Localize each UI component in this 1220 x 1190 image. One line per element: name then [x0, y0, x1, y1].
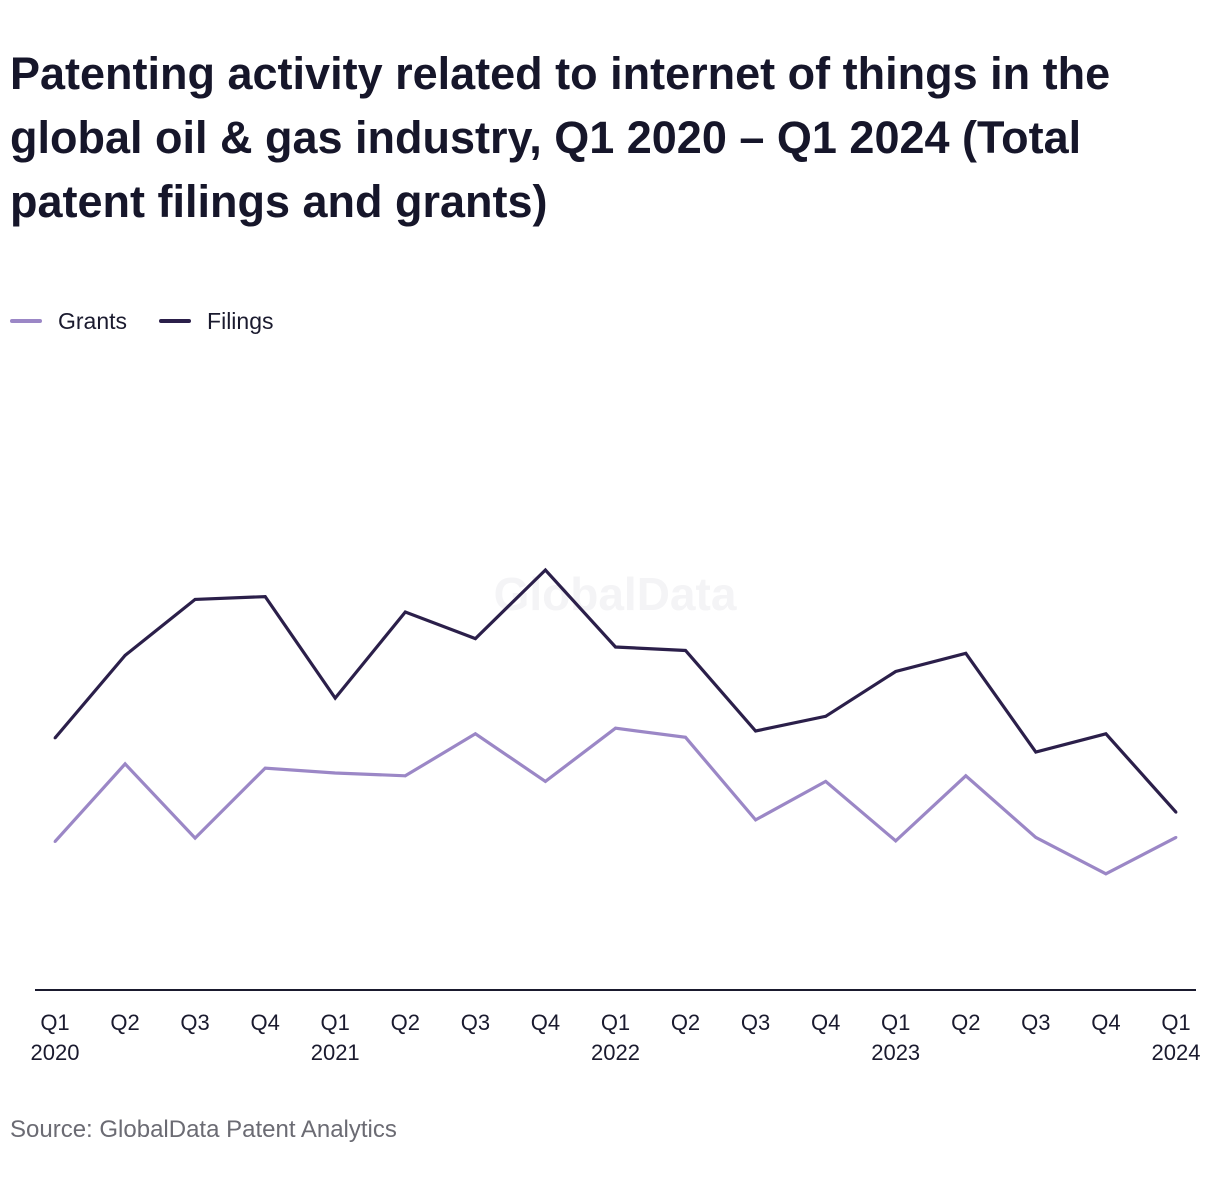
data-point-filings: [1104, 732, 1108, 736]
data-point-filings: [474, 637, 477, 640]
data-point-filings: [754, 729, 757, 733]
data-point-grants: [123, 762, 127, 766]
data-point-filings: [193, 598, 197, 601]
watermark: GlobalData: [494, 568, 737, 620]
data-point-grants: [544, 780, 547, 783]
x-tick-label: Q2: [951, 1010, 980, 1035]
x-tick-label: Q1: [601, 1010, 630, 1035]
x-tick-labels: Q1 2020 Q2 Q3 Q4 Q1 2021 Q2 Q3 Q4 Q1 2022 Q2 Q3 Q4 Q1 20…: [31, 1010, 1201, 1065]
legend-label-grants: Grants: [58, 307, 128, 334]
data-point-grants: [1174, 836, 1178, 839]
data-point-filings: [964, 651, 968, 655]
x-tick-label: Q1: [321, 1010, 350, 1035]
data-point-filings: [123, 654, 127, 657]
legend-swatch-filings: [159, 319, 192, 323]
data-point-grants: [193, 836, 197, 840]
x-tick-label: Q4: [531, 1010, 560, 1035]
x-tick-year-label: 2022: [591, 1040, 640, 1065]
x-tick-label: Q2: [671, 1010, 700, 1035]
data-point-filings: [53, 736, 57, 740]
data-point-grants: [403, 774, 407, 778]
series-layer: [53, 567, 1178, 876]
x-tick-year-label: 2020: [31, 1040, 80, 1065]
line-chart: GlobalData Q1 2020 Q2 Q3 Q4 Q1 2021 Q2 Q3 Q4 Q1 202…: [31, 567, 1201, 1065]
data-point-grants: [684, 735, 687, 739]
data-point-filings: [614, 645, 617, 649]
x-tick-label: Q1: [881, 1010, 910, 1035]
data-point-filings: [403, 610, 407, 614]
legend: Grants Filings: [10, 306, 306, 336]
x-tick-year-label: 2023: [871, 1040, 920, 1065]
series-line-grants: [53, 726, 1177, 876]
data-point-filings: [1034, 750, 1038, 754]
source-note: Source: GlobalData Patent Analytics: [10, 1116, 397, 1143]
legend-swatch-grants: [10, 319, 42, 323]
x-tick-label: Q2: [391, 1010, 420, 1035]
data-point-grants: [474, 732, 477, 736]
x-tick-label: Q4: [1091, 1010, 1120, 1035]
x-tick-label: Q1: [1161, 1010, 1190, 1035]
legend-item-grants: Grants: [10, 308, 127, 335]
data-point-filings: [1174, 810, 1178, 814]
x-tick-label: Q4: [251, 1010, 280, 1035]
data-point-filings: [684, 649, 687, 652]
data-point-filings: [544, 568, 547, 572]
data-point-grants: [824, 780, 828, 783]
data-point-grants: [894, 839, 898, 843]
x-tick-label: Q3: [461, 1010, 490, 1035]
x-tick-label: Q4: [811, 1010, 840, 1035]
x-tick-label: Q3: [741, 1010, 770, 1035]
data-point-grants: [333, 771, 337, 775]
data-point-grants: [614, 726, 617, 730]
data-point-grants: [964, 774, 968, 778]
data-point-grants: [1104, 872, 1108, 876]
data-point-grants: [1034, 836, 1038, 839]
data-point-grants: [754, 818, 757, 822]
legend-label-filings: Filings: [207, 307, 274, 334]
data-point-grants: [53, 840, 57, 843]
x-tick-label: Q2: [110, 1010, 139, 1035]
data-point-filings: [894, 670, 898, 673]
data-point-filings: [263, 595, 267, 598]
x-tick-label: Q3: [1021, 1010, 1050, 1035]
data-point-grants: [263, 766, 267, 770]
x-tick-year-label: 2021: [311, 1040, 360, 1065]
x-tick-label: Q1: [40, 1010, 69, 1035]
data-point-filings: [333, 696, 337, 700]
x-tick-year-label: 2024: [1152, 1040, 1201, 1065]
legend-item-filings: Filings: [159, 307, 274, 335]
data-point-filings: [824, 714, 828, 718]
x-tick-label: Q3: [180, 1010, 209, 1035]
chart-title: Patenting activity related to internet o…: [10, 48, 1111, 227]
